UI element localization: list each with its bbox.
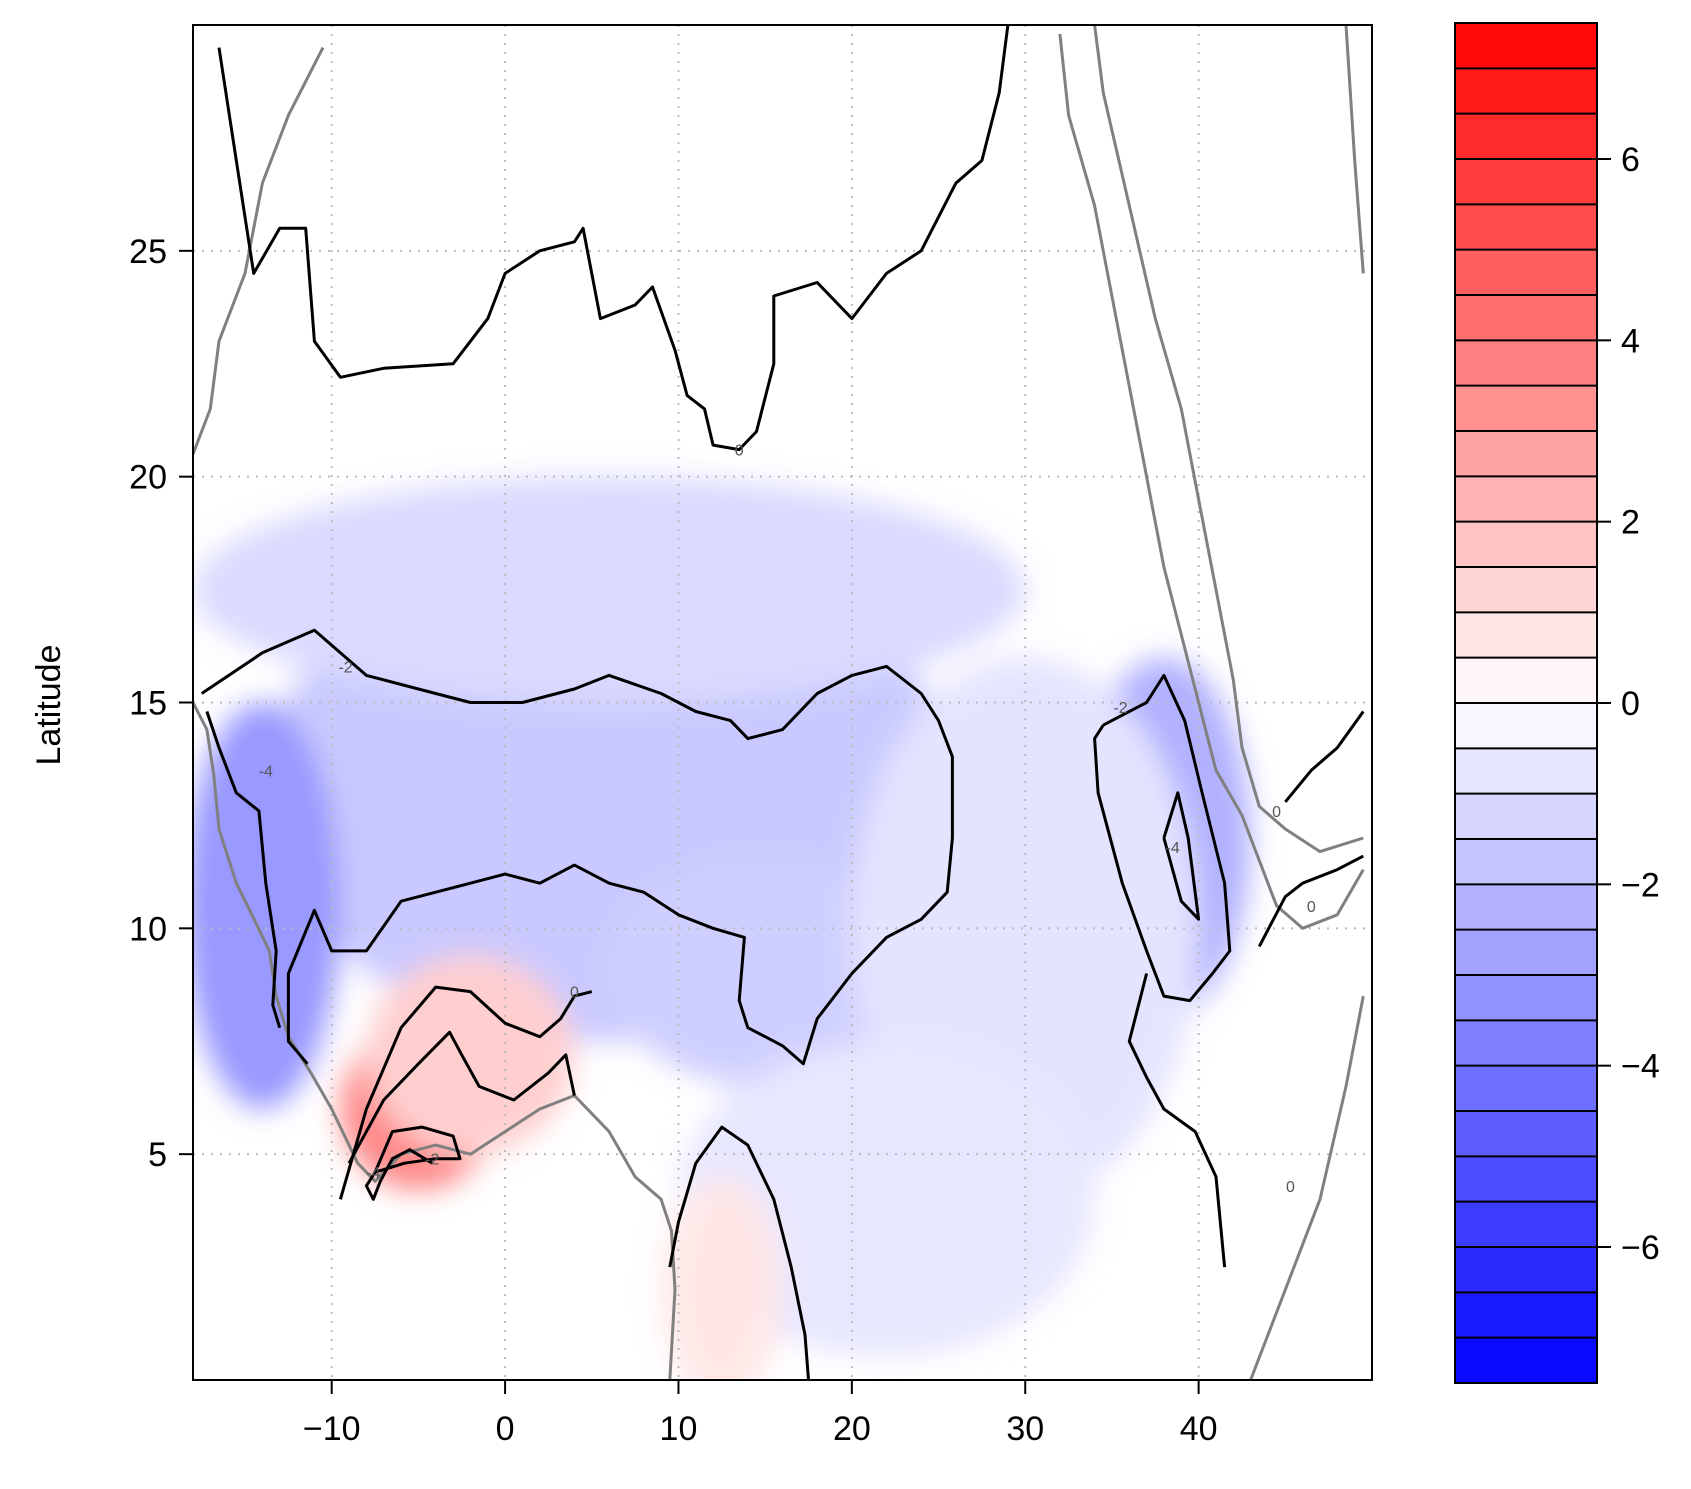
colorbar-tick-label: −4 bbox=[1621, 1048, 1660, 1086]
contour-label: -4 bbox=[259, 763, 273, 780]
colorbar-tick-label: 0 bbox=[1621, 685, 1640, 723]
contour-lines bbox=[200, 25, 1365, 1380]
colorbar-band bbox=[1455, 1247, 1597, 1293]
contour-label: 0 bbox=[1286, 1179, 1295, 1196]
colorbar-band bbox=[1455, 657, 1597, 704]
colorbar-tick-label: −2 bbox=[1621, 866, 1660, 904]
anomaly-blob bbox=[366, 955, 575, 1155]
contour-label: -4 bbox=[1165, 840, 1179, 857]
x-tick-label: 30 bbox=[1006, 1410, 1044, 1448]
contour-label: -2 bbox=[425, 1152, 439, 1169]
coastline bbox=[193, 25, 1365, 1380]
colorbar-band bbox=[1455, 521, 1597, 568]
colorbar-band bbox=[1455, 476, 1597, 523]
y-tick-label: 15 bbox=[129, 685, 167, 723]
contour-line bbox=[668, 1125, 810, 1380]
colorbar-band bbox=[1455, 295, 1597, 341]
contour-line bbox=[1093, 673, 1232, 1003]
x-tick-label: 20 bbox=[833, 1410, 871, 1448]
colorbar-band bbox=[1455, 839, 1597, 885]
anomaly-blob bbox=[661, 1176, 783, 1380]
contour-line bbox=[217, 25, 1010, 452]
contour-label: -2 bbox=[338, 659, 352, 676]
colorbar: −6 −4 −2 0 2 4 6 bbox=[1454, 22, 1660, 1384]
x-tick-label: 0 bbox=[496, 1410, 515, 1448]
coastline-path bbox=[1344, 25, 1365, 274]
coastline-path bbox=[193, 701, 677, 1380]
contour-line bbox=[347, 1030, 576, 1164]
contour-label: 0 bbox=[1272, 804, 1281, 821]
colorbar-band bbox=[1455, 159, 1597, 205]
contour-label: 0 bbox=[735, 443, 744, 460]
anomaly-blob bbox=[678, 1041, 1095, 1358]
anomaly-blob bbox=[193, 476, 1026, 703]
colorbar-tick-label: 6 bbox=[1621, 141, 1640, 179]
colorbar-band bbox=[1455, 884, 1597, 931]
colorbar-band bbox=[1455, 1201, 1597, 1248]
colorbar-tick-label: 4 bbox=[1621, 322, 1640, 360]
contour-line bbox=[1127, 973, 1227, 1268]
colorbar-band bbox=[1455, 23, 1597, 69]
x-tick-label: 10 bbox=[660, 1410, 698, 1448]
contour-line bbox=[1284, 710, 1365, 803]
contour-line bbox=[373, 1125, 462, 1174]
plot-panel: 0 -2 -2 -4 -4 0 -2 -4 0 0 0 bbox=[192, 24, 1373, 1381]
colorbar-band bbox=[1455, 1065, 1597, 1112]
y-axis: 5 10 15 20 25 bbox=[129, 233, 193, 1174]
coastline-path bbox=[1093, 25, 1364, 854]
colorbar-band bbox=[1455, 340, 1597, 387]
y-tick-label: 25 bbox=[129, 233, 167, 271]
colorbar-band bbox=[1455, 748, 1597, 795]
colorbar-band bbox=[1455, 385, 1597, 432]
colorbar-band bbox=[1455, 1111, 1597, 1157]
contour-label: -2 bbox=[1113, 700, 1127, 717]
contour-line bbox=[1257, 854, 1364, 948]
colorbar-tick-label: −6 bbox=[1621, 1229, 1660, 1267]
y-axis-title: Latitude bbox=[30, 645, 68, 766]
colorbar-band bbox=[1455, 793, 1597, 840]
x-axis: −10 0 10 20 30 40 bbox=[303, 1380, 1218, 1448]
y-tick-label: 5 bbox=[148, 1136, 167, 1174]
colorbar-band bbox=[1455, 1337, 1597, 1384]
colorbar-band bbox=[1455, 703, 1597, 749]
coastline-path bbox=[193, 46, 325, 455]
coastline-path bbox=[1249, 995, 1365, 1380]
contour-line bbox=[364, 1148, 434, 1201]
contour-label: -4 bbox=[366, 1165, 380, 1182]
y-tick-label: 10 bbox=[129, 910, 167, 948]
colorbar-band bbox=[1455, 113, 1597, 160]
y-tick-label: 20 bbox=[129, 459, 167, 497]
colorbar-tick-label: 2 bbox=[1621, 504, 1640, 542]
colorbar-band bbox=[1455, 204, 1597, 251]
contour-line bbox=[205, 711, 282, 1029]
colorbar-band bbox=[1455, 68, 1597, 115]
x-tick-label: 40 bbox=[1180, 1410, 1218, 1448]
colorbar-band bbox=[1455, 929, 1597, 976]
colorbar-band bbox=[1455, 249, 1597, 296]
contour-labels: 0 -2 -2 -4 -4 0 -2 -4 0 0 0 bbox=[259, 443, 1316, 1196]
coastline-path bbox=[1058, 33, 1365, 930]
colorbar-band bbox=[1455, 431, 1597, 477]
contour-label: 0 bbox=[570, 985, 579, 1002]
anomaly-blob bbox=[193, 702, 341, 1109]
colorbar-band bbox=[1455, 1156, 1597, 1203]
contour-label: 0 bbox=[1307, 899, 1316, 916]
contour-line bbox=[338, 985, 593, 1200]
contour-line bbox=[200, 628, 954, 1066]
colorbar-band bbox=[1455, 975, 1597, 1021]
colorbar-band bbox=[1455, 1292, 1597, 1339]
colorbar-band bbox=[1455, 567, 1597, 613]
contour-line bbox=[1162, 791, 1201, 921]
x-tick-label: −10 bbox=[303, 1410, 361, 1448]
colorbar-band bbox=[1455, 612, 1597, 659]
colorbar-band bbox=[1455, 1020, 1597, 1067]
